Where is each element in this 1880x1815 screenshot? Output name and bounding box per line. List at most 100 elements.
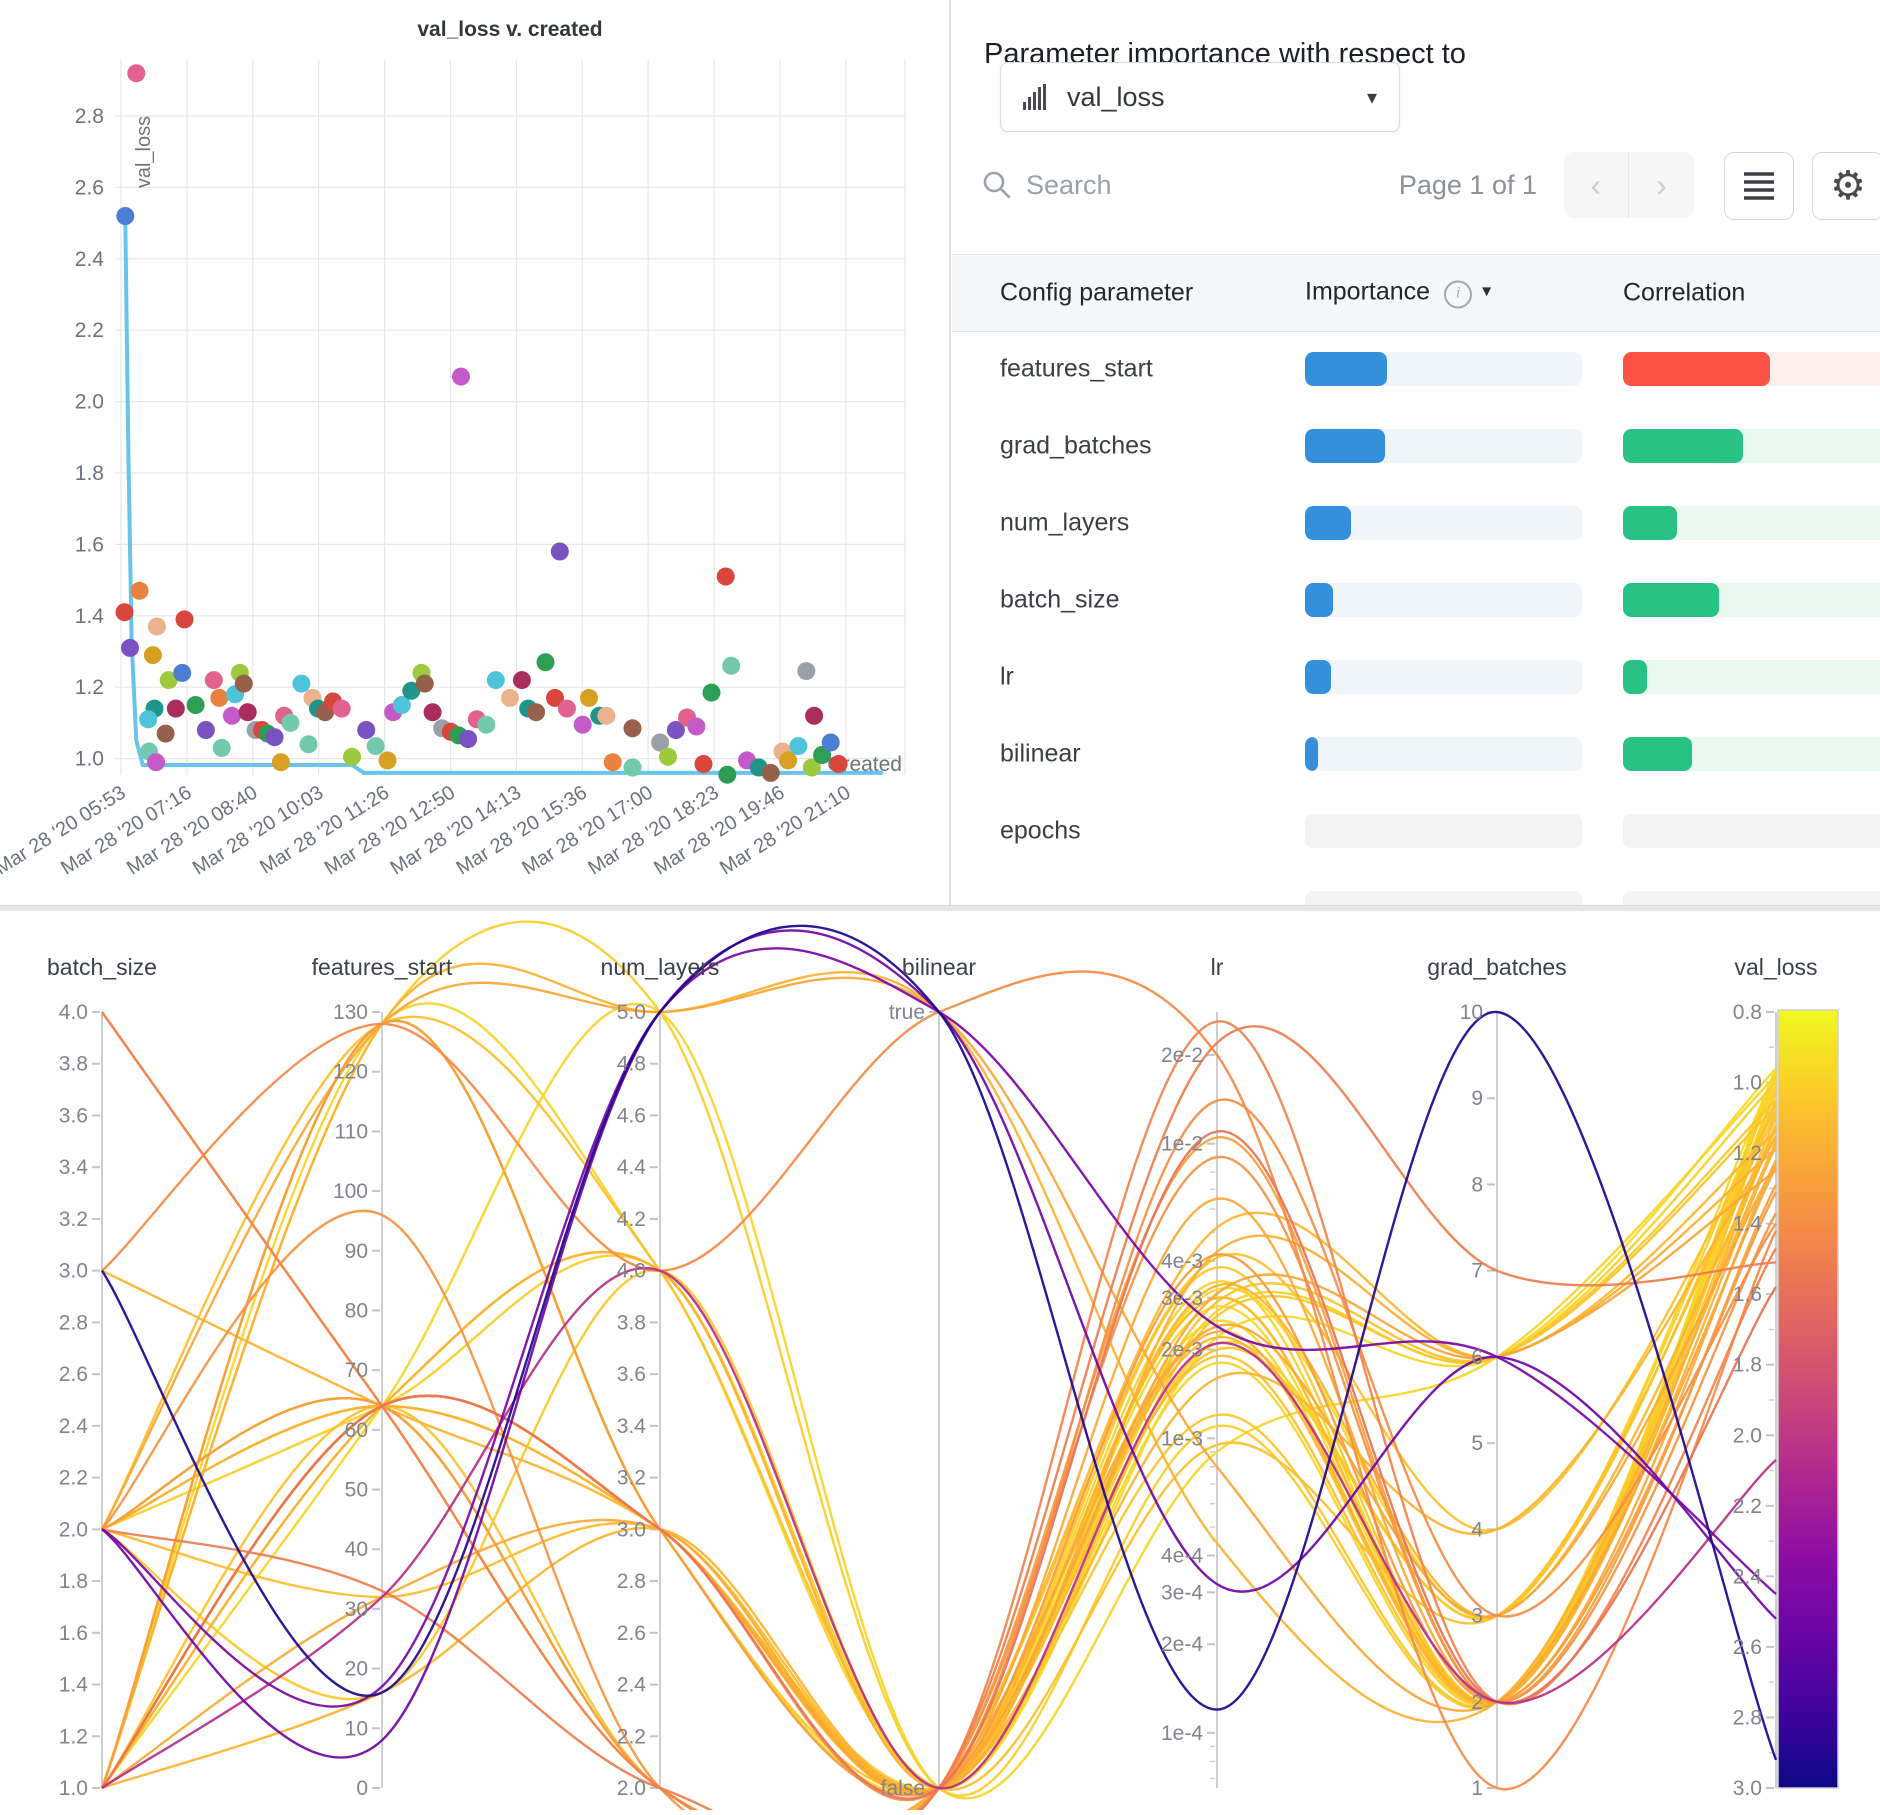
svg-text:2.4: 2.4 — [617, 1674, 647, 1697]
table-row[interactable]: batch_size — [952, 561, 1880, 638]
scatter-point — [292, 674, 311, 693]
chevron-down-icon: ▾ — [1366, 86, 1377, 109]
svg-text:2: 2 — [1471, 1691, 1483, 1714]
axis-title: bilinear — [902, 954, 976, 980]
svg-text:2.6: 2.6 — [1733, 1636, 1762, 1659]
column-header-config-parameter[interactable]: Config parameter — [1000, 278, 1194, 307]
scatter-point — [702, 683, 721, 702]
column-header-correlation[interactable]: Correlation — [1623, 278, 1746, 307]
svg-text:60: 60 — [345, 1419, 368, 1442]
scatter-point — [127, 64, 146, 83]
scatter-point — [175, 610, 194, 629]
scatter-point — [204, 671, 223, 690]
scatter-point — [173, 663, 192, 682]
scatter-point — [139, 710, 158, 729]
correlation-bar — [1623, 351, 1880, 386]
x-axis-label: Created — [827, 753, 902, 776]
svg-text:10: 10 — [1460, 1001, 1483, 1024]
svg-text:2.0: 2.0 — [75, 391, 104, 414]
metric-select-dropdown[interactable]: val_loss ▾ — [1000, 62, 1400, 132]
svg-text:6: 6 — [1471, 1346, 1483, 1369]
importance-bar — [1305, 505, 1582, 540]
svg-text:1.6: 1.6 — [59, 1622, 88, 1645]
svg-text:2.2: 2.2 — [59, 1467, 88, 1490]
scatter-point — [597, 706, 616, 725]
svg-text:3.8: 3.8 — [59, 1053, 88, 1076]
scatter-point — [130, 581, 149, 600]
parallel-coordinates-chart[interactable]: batch_size 4.0 3.8 3.6 3.4 3.2 3.0 2.8 2.6 2.4 2.2… — [0, 911, 1880, 1815]
svg-text:2.0: 2.0 — [1733, 1424, 1762, 1447]
panel-divider-vertical — [949, 0, 951, 905]
scatter-point — [415, 674, 434, 693]
svg-text:1e-4: 1e-4 — [1161, 1722, 1203, 1745]
scatter-point — [501, 688, 519, 707]
config-parameter-name: features_start — [1000, 354, 1153, 382]
config-parameter-name: grad_batches — [1000, 431, 1152, 459]
correlation-bar — [1623, 505, 1880, 540]
svg-text:3e-3: 3e-3 — [1161, 1287, 1203, 1310]
scatter-point — [557, 699, 576, 718]
svg-text:4.6: 4.6 — [617, 1104, 646, 1127]
search-icon — [983, 171, 1011, 199]
svg-text:1.8: 1.8 — [1733, 1354, 1762, 1377]
svg-text:3: 3 — [1471, 1605, 1483, 1628]
scatter-point — [238, 703, 257, 722]
info-icon: i — [1444, 280, 1473, 309]
svg-text:1.8: 1.8 — [59, 1570, 88, 1593]
table-row[interactable]: epochs — [952, 792, 1880, 869]
prev-page-button[interactable]: ‹ — [1564, 152, 1629, 218]
config-parameter-name: num_layers — [1000, 508, 1130, 536]
svg-text:1.4: 1.4 — [75, 605, 105, 628]
svg-text:3.2: 3.2 — [617, 1467, 646, 1490]
svg-text:3.4: 3.4 — [59, 1156, 89, 1179]
config-parameter-name: batch_size — [1000, 585, 1120, 613]
settings-button[interactable]: ⚙ — [1812, 152, 1880, 220]
importance-bar — [1305, 813, 1582, 848]
table-row[interactable]: bilinear — [952, 715, 1880, 792]
column-header-importance[interactable]: Importance i ▾ — [1305, 278, 1491, 309]
importance-bar — [1305, 736, 1582, 771]
svg-text:2.4: 2.4 — [75, 248, 105, 271]
scatter-point — [366, 737, 385, 756]
correlation-bar — [1623, 890, 1880, 905]
run-line — [101, 947, 1777, 1708]
svg-text:1.2: 1.2 — [59, 1725, 88, 1748]
svg-text:3.6: 3.6 — [617, 1363, 646, 1386]
run-line — [101, 1002, 1777, 1800]
table-row[interactable]: features_start — [952, 330, 1880, 407]
scatter-point — [546, 688, 564, 707]
svg-text:110: 110 — [335, 1120, 368, 1143]
run-line — [100, 924, 1778, 1761]
best-run-line — [123, 217, 884, 775]
svg-text:2.2: 2.2 — [617, 1725, 646, 1748]
scatter-point — [423, 703, 442, 722]
table-row[interactable] — [952, 869, 1880, 905]
svg-text:2.4: 2.4 — [1733, 1565, 1763, 1588]
scatter-point — [332, 699, 351, 718]
svg-text:2e-2: 2e-2 — [1161, 1044, 1203, 1067]
list-view-button[interactable] — [1724, 152, 1794, 220]
sort-caret-icon: ▾ — [1482, 280, 1492, 301]
scatter-point — [121, 638, 139, 657]
svg-text:false: false — [881, 1777, 925, 1800]
search-input[interactable]: Search — [982, 150, 1362, 220]
importance-bar — [1305, 582, 1582, 617]
axis-title: features_start — [312, 954, 453, 980]
scatter-point — [115, 603, 134, 622]
table-row[interactable]: lr — [952, 638, 1880, 715]
table-row[interactable]: num_layers — [952, 484, 1880, 561]
scatter-point — [821, 733, 840, 752]
importance-bar — [1305, 428, 1582, 463]
scatter-point — [143, 646, 162, 665]
scatter-point — [623, 758, 642, 777]
svg-text:0: 0 — [356, 1777, 368, 1800]
svg-text:70: 70 — [345, 1359, 368, 1382]
next-page-button[interactable]: › — [1629, 152, 1694, 218]
svg-text:2.6: 2.6 — [59, 1363, 88, 1386]
scatter-point — [687, 717, 706, 736]
svg-text:1.6: 1.6 — [75, 533, 104, 556]
table-row[interactable]: grad_batches — [952, 407, 1880, 484]
svg-text:4.0: 4.0 — [59, 1001, 88, 1024]
importance-bar — [1305, 351, 1582, 386]
